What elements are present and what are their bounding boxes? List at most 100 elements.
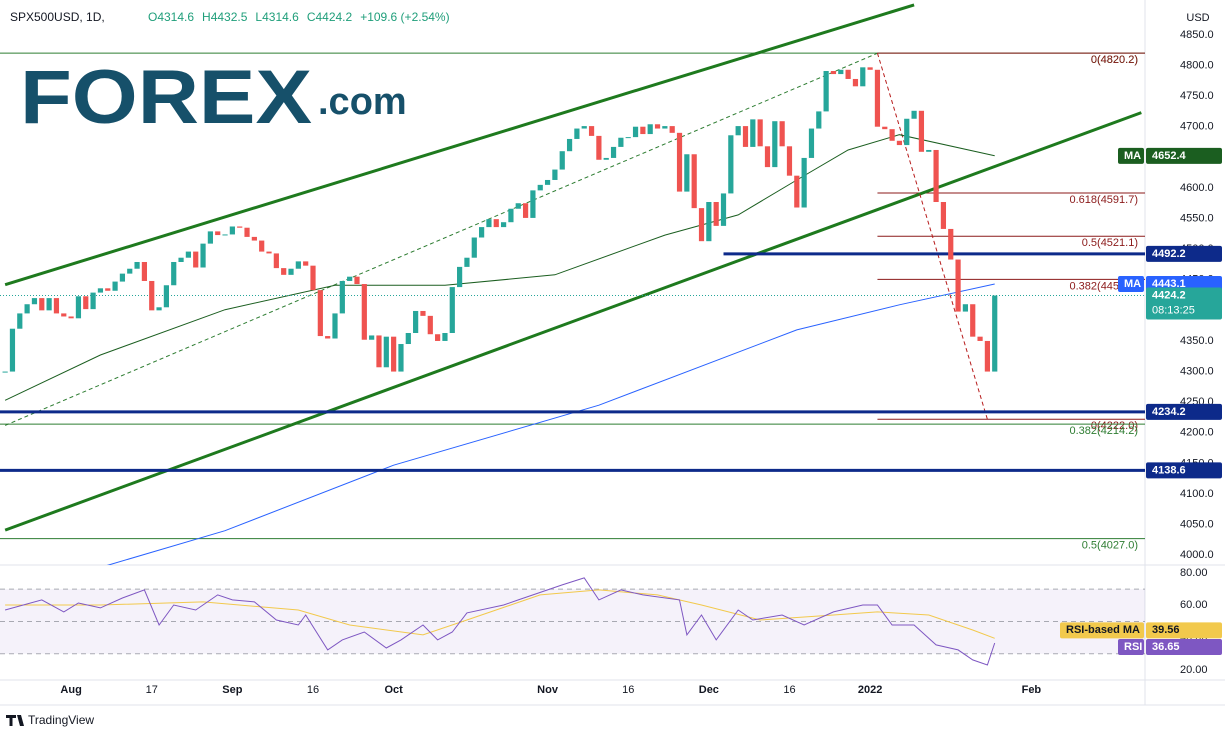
candle — [493, 219, 499, 228]
symbol: SPX500USD, 1D, — [10, 10, 105, 24]
candle — [251, 236, 257, 241]
rsi-value: 36.65 — [1152, 641, 1180, 653]
candle — [200, 243, 206, 268]
candle — [574, 128, 580, 139]
trendline — [4, 3, 915, 287]
ohlc-value: H4432.5 — [202, 10, 248, 24]
ohlc-value: C4424.2 — [307, 10, 353, 24]
candle — [588, 126, 595, 136]
candle — [618, 137, 624, 147]
ohlc-value: O4314.6 — [148, 10, 194, 24]
candle — [596, 135, 602, 160]
candle — [794, 175, 800, 208]
candle — [266, 251, 272, 254]
y-tick-label: 4700.0 — [1180, 121, 1214, 133]
y-tick-label: 4100.0 — [1180, 488, 1214, 500]
candle — [757, 119, 763, 147]
price-label: 4443.1 — [1152, 278, 1186, 290]
candle — [317, 290, 323, 337]
candle — [904, 118, 910, 146]
candle — [838, 69, 844, 75]
candle — [259, 240, 265, 252]
footer: TradingView — [28, 713, 94, 727]
candle — [522, 203, 529, 218]
rsi-pane — [0, 577, 1145, 666]
price-label-bg — [1146, 462, 1222, 479]
tv-icon — [6, 715, 24, 726]
candle — [391, 336, 397, 372]
candle — [479, 227, 485, 238]
candle — [24, 304, 30, 314]
candle — [449, 287, 455, 334]
last-price-bg — [1146, 287, 1222, 320]
candle — [926, 149, 932, 152]
y-tick-label: 4000.0 — [1180, 549, 1214, 561]
candle — [75, 296, 82, 319]
last-price: 4424.2 — [1152, 289, 1186, 301]
candle — [46, 298, 52, 311]
rsi-name: RSI — [1124, 641, 1142, 653]
candle — [244, 227, 250, 237]
x-tick-label: Aug — [60, 684, 81, 696]
y-tick-label: 4600.0 — [1180, 182, 1214, 194]
candle — [647, 124, 653, 135]
rsi-line — [5, 589, 995, 639]
price-label: 4652.4 — [1152, 150, 1187, 162]
candle — [537, 184, 543, 191]
candle — [823, 71, 829, 112]
candle — [500, 222, 507, 228]
candle — [654, 124, 661, 129]
rsi-value-bg — [1146, 622, 1222, 639]
candle — [288, 268, 294, 275]
candle — [361, 284, 367, 340]
candle — [896, 140, 903, 146]
candle — [933, 149, 939, 203]
candle — [940, 202, 947, 229]
ma-name-bg — [1118, 275, 1144, 292]
candle — [273, 253, 279, 269]
candle — [354, 276, 360, 285]
candle — [427, 315, 433, 335]
candle — [215, 231, 221, 236]
candle — [830, 71, 837, 75]
ma-name: MA — [1124, 150, 1141, 162]
candle — [955, 259, 961, 312]
candle — [874, 69, 881, 127]
axes: 4000.04050.04100.04150.04200.04250.04300… — [60, 29, 1222, 696]
y-tick-label: 4550.0 — [1180, 212, 1214, 224]
moving-average — [4, 134, 995, 401]
x-tick-label: Dec — [699, 684, 719, 696]
candle — [420, 310, 426, 316]
price-label: 4234.2 — [1152, 406, 1186, 418]
price-pane: 0(4820.2)0(4820.2)0.618(4591.7)0.5(4521.… — [0, 3, 1145, 565]
candle — [882, 126, 888, 130]
rsi-line — [4, 577, 996, 666]
candle — [860, 67, 866, 87]
candle — [720, 193, 727, 226]
candle — [544, 179, 551, 185]
candle — [39, 298, 45, 311]
candle — [90, 292, 96, 310]
candle — [31, 298, 38, 305]
candle — [530, 190, 536, 218]
candle — [845, 69, 851, 79]
candle — [471, 237, 477, 258]
candle — [332, 313, 338, 339]
candle — [442, 333, 448, 341]
candle — [552, 169, 558, 180]
candle — [281, 268, 287, 275]
candle — [134, 261, 140, 269]
x-tick-label: 16 — [307, 684, 319, 696]
candle — [676, 132, 683, 192]
candle — [295, 261, 301, 269]
rsi-name: RSI-based MA — [1066, 624, 1140, 636]
y-tick-label: 4850.0 — [1180, 29, 1214, 41]
candle — [413, 310, 419, 334]
candle — [911, 110, 917, 119]
countdown: 08:13:25 — [1152, 304, 1195, 316]
x-tick-label: 2022 — [858, 684, 882, 696]
candle — [398, 344, 404, 372]
candle — [669, 126, 675, 133]
candle — [17, 313, 23, 329]
